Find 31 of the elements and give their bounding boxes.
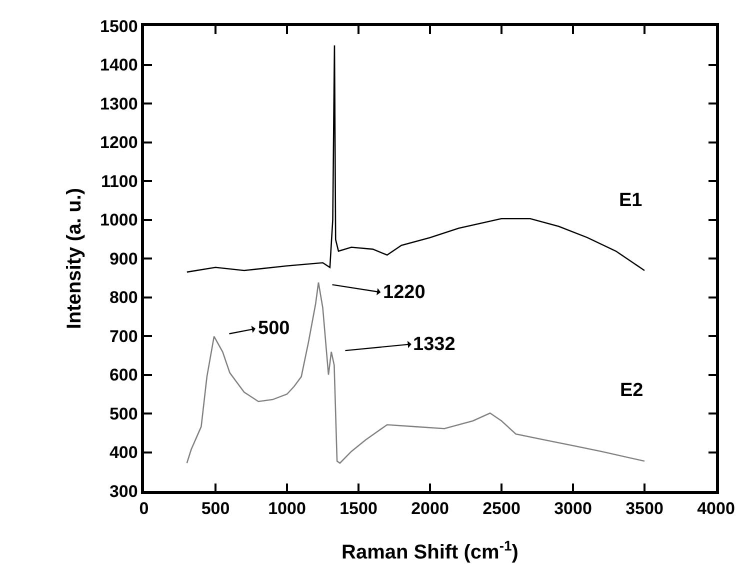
annotation: 1332 <box>413 334 456 355</box>
x-tick-label: 3000 <box>554 499 592 518</box>
line-series <box>186 282 646 464</box>
y-tick-label: 500 <box>109 404 138 424</box>
x-axis-title: Raman Shift (cm$^{-1}$) <box>342 537 518 564</box>
x-tick-label: 1500 <box>340 499 378 518</box>
line-series <box>186 44 646 273</box>
y-tick-label: 300 <box>109 482 138 501</box>
x-tick-label: 2500 <box>482 499 520 518</box>
y-tick-label: 400 <box>109 443 138 462</box>
text: E2 <box>620 380 644 401</box>
y-tick-label: 1000 <box>100 210 138 230</box>
y-tick-label: 900 <box>109 249 138 268</box>
y-tick-label: 1100 <box>100 172 138 191</box>
y-tick-label: 1400 <box>100 56 138 75</box>
y-tick-label: 1200 <box>100 133 138 152</box>
y-tick-label: 600 <box>109 366 138 385</box>
annotation: 500 <box>258 318 290 339</box>
y-tick-label: 700 <box>109 326 138 346</box>
x-tick-label: 2000 <box>411 499 449 518</box>
x-tick-label: 1000 <box>268 499 306 518</box>
x-tick-label: 500 <box>201 499 230 518</box>
x-tick-label: 3500 <box>626 499 664 518</box>
y-tick-label: 1500 <box>100 16 138 36</box>
y-axis-title: Intensity (a. u.) <box>64 188 86 330</box>
y-tick-label: 800 <box>109 288 138 308</box>
y-tick-label: 1300 <box>100 94 138 114</box>
series-label: E1 <box>619 190 643 211</box>
x-tick-label: 4000 <box>697 499 735 518</box>
x-tick-label: 0 <box>139 499 149 518</box>
annotation: 1220 <box>383 282 426 303</box>
